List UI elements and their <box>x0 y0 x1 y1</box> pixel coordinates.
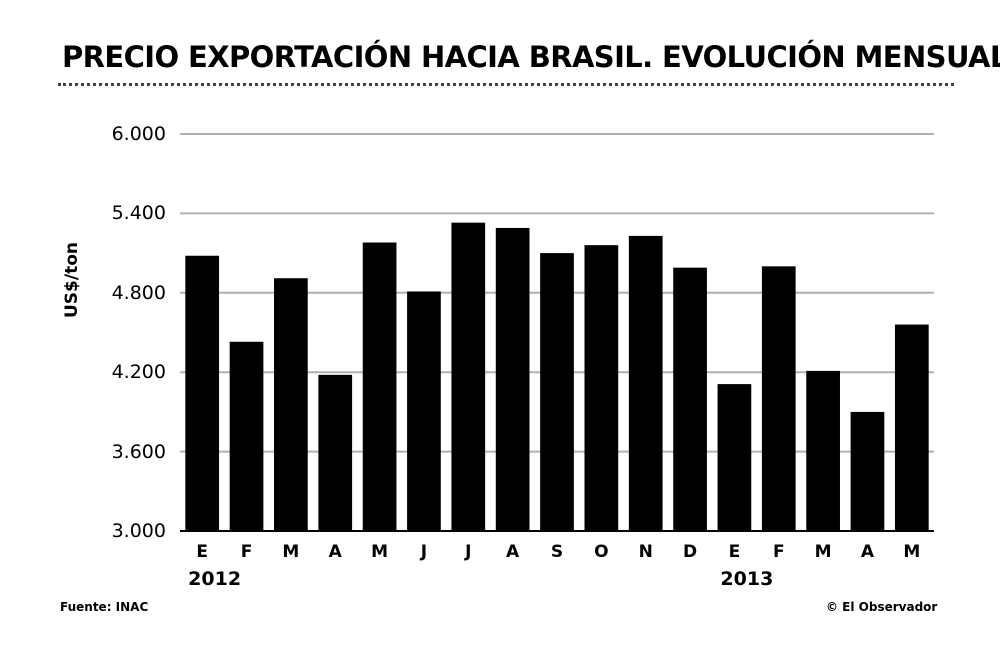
bar <box>495 227 530 531</box>
bar <box>584 245 619 531</box>
bar <box>850 411 885 531</box>
bar <box>229 341 264 531</box>
bar <box>318 374 353 531</box>
y-tick-label: 3.600 <box>111 440 166 463</box>
chart-title: PRECIO EXPORTACIÓN HACIA BRASIL. EVOLUCI… <box>62 40 1000 74</box>
bar <box>806 370 840 531</box>
y-tick-label: 6.000 <box>111 123 166 145</box>
x-tick-label: M <box>903 542 920 562</box>
y-tick-label: 4.200 <box>111 361 166 384</box>
x-tick-label: M <box>815 542 832 562</box>
y-tick-label: 5.400 <box>111 202 166 225</box>
x-tick-label: O <box>594 542 608 562</box>
x-tick-label: F <box>773 542 785 562</box>
bar <box>540 253 574 531</box>
x-tick-label: M <box>282 542 299 562</box>
year-label-2012: 2012 <box>188 568 242 590</box>
x-tick-label: E <box>729 542 741 562</box>
bar <box>185 255 220 531</box>
bar <box>274 278 308 531</box>
bar <box>362 242 397 531</box>
title-divider <box>58 83 954 86</box>
x-tick-label: F <box>241 542 253 562</box>
bar <box>628 235 663 531</box>
x-tick-label: S <box>551 542 563 562</box>
bar <box>894 324 929 531</box>
x-tick-label: A <box>329 542 343 562</box>
y-tick-label: 4.800 <box>111 281 166 304</box>
x-tick-label: D <box>683 542 697 562</box>
bar <box>407 291 441 531</box>
x-tick-label: A <box>861 542 875 562</box>
bar <box>673 267 707 531</box>
x-tick-label: M <box>371 542 388 562</box>
year-label-2013: 2013 <box>720 568 774 590</box>
x-tick-label: J <box>420 542 427 562</box>
bar <box>717 384 752 531</box>
source-note: Fuente: INAC <box>60 600 149 614</box>
bar <box>761 266 796 531</box>
x-tick-label: N <box>639 542 653 562</box>
y-tick-label: 3.000 <box>111 520 166 542</box>
bar <box>451 222 486 531</box>
x-tick-label: A <box>506 542 520 562</box>
x-tick-label: J <box>464 542 471 562</box>
credit-note: © El Observador <box>826 600 938 614</box>
x-tick-label: E <box>196 542 208 562</box>
